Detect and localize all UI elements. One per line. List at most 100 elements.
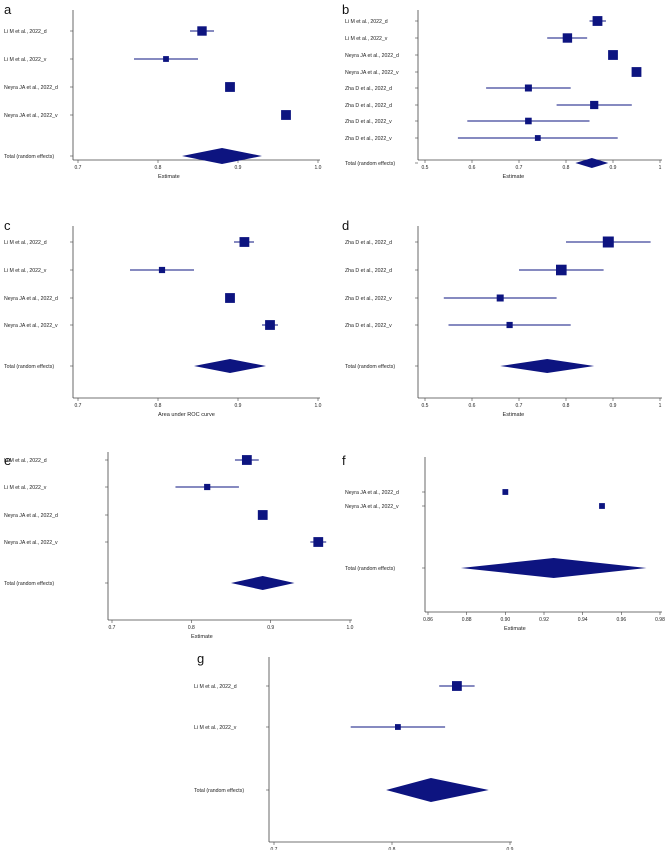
panel-f: f 0.86 0.88 0.90 0.92 0.94 0.96 0.98 Estimate Ney… — [342, 453, 665, 632]
x-tick-label: 0.9 — [507, 847, 514, 850]
x-tick-label: 0.8 — [188, 625, 195, 631]
study-estimate-marker — [608, 50, 618, 60]
pooled-estimate-diamond — [500, 359, 595, 373]
study-estimate-marker — [525, 117, 532, 125]
x-tick-label: 1.0 — [347, 625, 354, 631]
total-label: Total (random effects) — [4, 154, 54, 160]
study-estimate-marker — [197, 26, 207, 36]
study-estimate-marker — [590, 100, 599, 110]
study-estimate-marker — [602, 236, 614, 248]
x-tick-label: 0.5 — [422, 403, 429, 409]
panel-g: g0.70.80.9EstimateLi M et al., 2022_dLi … — [194, 651, 514, 850]
study-estimate-marker — [496, 294, 504, 302]
x-axis-title: Estimate — [503, 174, 525, 180]
study-label: Neyra JA et al., 2022_d — [4, 296, 58, 302]
study-estimate-marker — [592, 16, 603, 26]
x-tick-label: 0.7 — [75, 403, 82, 409]
x-tick-label: 0.96 — [616, 617, 626, 623]
study-estimate-marker — [452, 681, 462, 691]
study-label: Li M et al., 2022_d — [4, 240, 47, 246]
study-label: Zha D et al., 2022_v — [345, 296, 392, 302]
study-estimate-marker — [257, 510, 268, 520]
study-estimate-marker — [225, 293, 235, 303]
study-estimate-marker — [599, 503, 605, 509]
study-estimate-marker — [534, 135, 541, 141]
study-label: Li M et al., 2022_v — [345, 36, 388, 42]
total-label: Total (random effects) — [345, 161, 395, 167]
x-tick-label: 0.8 — [563, 165, 570, 171]
study-label: Neyra JA et al., 2022_v — [345, 70, 399, 76]
x-tick-label: 0.9 — [610, 403, 617, 409]
x-axis-title: Estimate — [504, 626, 526, 632]
study-estimate-marker — [502, 489, 509, 495]
panel-letter-a: a — [4, 2, 12, 17]
study-label: Neyra JA et al., 2022_v — [345, 504, 399, 510]
study-label: Zha D et al., 2022_d — [345, 240, 392, 246]
panel-letter-g: g — [197, 651, 204, 666]
panel-letter-e: e — [4, 453, 11, 468]
study-label: Li M et al., 2022_d — [4, 458, 47, 464]
x-tick-label: 0.94 — [578, 617, 588, 623]
study-label: Li M et al., 2022_d — [4, 29, 47, 35]
study-estimate-marker — [225, 82, 235, 92]
pooled-estimate-diamond — [194, 359, 266, 373]
study-label: Zha D et al., 2022_v — [345, 323, 392, 329]
pooled-estimate-diamond — [460, 558, 647, 578]
study-label: Li M et al., 2022_v — [194, 725, 237, 731]
total-label: Total (random effects) — [4, 364, 54, 370]
study-label: Neyra JA et al., 2022_v — [4, 323, 58, 329]
study-estimate-marker — [506, 321, 513, 329]
x-tick-label: 0.7 — [516, 165, 523, 171]
total-label: Total (random effects) — [194, 788, 244, 794]
panel-c: c 0.7 0.8 0.9 1.0 Area under ROC curve Li M et… — [4, 218, 322, 418]
x-tick-label: 0.9 — [267, 625, 274, 631]
x-tick-label: 0.6 — [469, 165, 476, 171]
panel-letter-b: b — [342, 2, 349, 17]
x-tick-label: 0.9 — [235, 403, 242, 409]
x-tick-label: 1 — [659, 165, 662, 171]
study-estimate-marker — [524, 84, 532, 92]
panel-a: a 0.7 0.8 0.9 1.0 Estimate Li M et al., 2022_d… — [4, 2, 322, 180]
study-estimate-marker — [241, 455, 252, 465]
x-axis-title: Estimate — [191, 634, 213, 640]
x-tick-label: 1.0 — [315, 165, 322, 171]
x-tick-label: 0.88 — [462, 617, 472, 623]
x-axis-title: Estimate — [503, 412, 525, 418]
study-label: Neyra JA et al., 2022_d — [4, 513, 58, 519]
x-tick-label: 0.9 — [235, 165, 242, 171]
x-axis-title: Estimate — [158, 174, 180, 180]
panel-e: e 0.7 0.8 0.9 1.0 Estimate Li M et al., 2022_d… — [4, 452, 354, 640]
pooled-estimate-diamond — [231, 576, 295, 590]
x-tick-label: 0.7 — [516, 403, 523, 409]
study-label: Neyra JA et al., 2022_v — [4, 113, 58, 119]
total-label: Total (random effects) — [345, 364, 395, 370]
pooled-estimate-diamond — [386, 778, 489, 802]
x-tick-label: 1.0 — [315, 403, 322, 409]
study-estimate-marker — [631, 67, 642, 77]
x-tick-label: 1 — [659, 403, 662, 409]
study-label: Li M et al., 2022_d — [194, 684, 237, 690]
study-estimate-marker — [556, 264, 567, 276]
x-tick-label: 0.8 — [155, 403, 162, 409]
study-label: Zha D et al., 2022_v — [345, 136, 392, 142]
x-tick-label: 0.7 — [75, 165, 82, 171]
total-label: Total (random effects) — [345, 566, 395, 572]
study-label: Zha D et al., 2022_d — [345, 86, 392, 92]
panel-letter-f: f — [342, 453, 346, 468]
total-label: Total (random effects) — [4, 581, 54, 587]
x-tick-label: 0.7 — [271, 847, 278, 850]
x-tick-label: 0.5 — [422, 165, 429, 171]
panel-b: b 0.5 0.6 0.7 0.8 0.9 1 Estimate Li M et al., 20… — [342, 2, 662, 180]
study-estimate-marker — [265, 320, 275, 330]
study-estimate-marker — [313, 537, 324, 547]
study-label: Zha D et al., 2022_d — [345, 103, 392, 109]
pooled-estimate-diamond — [575, 158, 609, 168]
study-estimate-marker — [395, 724, 401, 730]
x-tick-label: 0.86 — [423, 617, 433, 623]
study-label: Li M et al., 2022_d — [345, 19, 388, 25]
study-estimate-marker — [281, 110, 291, 120]
pooled-estimate-diamond — [182, 148, 262, 164]
x-tick-label: 0.8 — [155, 165, 162, 171]
x-axis-title: Area under ROC curve — [158, 412, 215, 418]
